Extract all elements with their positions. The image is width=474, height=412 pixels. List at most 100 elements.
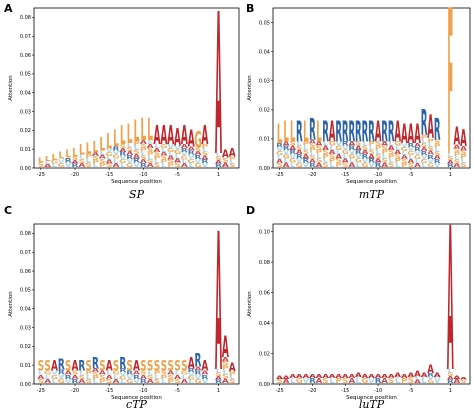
logo-letter: A xyxy=(229,360,236,375)
logo-letter-background: S xyxy=(79,158,85,165)
logo-letter-background: G xyxy=(194,162,201,169)
logo-letter: S xyxy=(161,358,167,375)
logo-letter-background: S xyxy=(460,162,466,169)
logo-letter: S xyxy=(38,358,44,375)
logo-letter-background: P xyxy=(434,142,440,149)
logo-letter-background: L xyxy=(461,157,467,164)
logo-letter: A xyxy=(322,373,329,380)
logo-letter: L xyxy=(58,152,64,162)
logo-letter: S xyxy=(140,358,146,375)
logo-letter-background: R xyxy=(65,374,72,381)
y-tick-label: 0.06 xyxy=(20,53,31,59)
logo-letter-background: L xyxy=(222,369,228,376)
logo-letter-background: V xyxy=(276,146,283,153)
logo-letter-background: A xyxy=(276,158,283,165)
logo-letter-background: V xyxy=(58,158,65,165)
logo-letter: A xyxy=(414,369,421,378)
logo-letter-background: A xyxy=(215,375,222,381)
logo-letter-background: A xyxy=(113,162,120,169)
logo-letter-background: A xyxy=(99,153,106,160)
logo-letter-background: L xyxy=(388,157,394,164)
logo-letter-background: L xyxy=(283,157,289,164)
logo-letter-background: S xyxy=(408,375,414,385)
y-tick-label: 0.03 xyxy=(259,79,270,85)
y-axis-label: Attention xyxy=(8,291,14,317)
logo-letter-background: S xyxy=(342,377,349,385)
logo-letter-background: A xyxy=(368,153,375,160)
logo-letter-background: S xyxy=(454,147,460,153)
logo-letter-background: G xyxy=(187,158,194,165)
logo-letter: R xyxy=(362,114,369,148)
logo-letter-background: L xyxy=(175,369,181,376)
logo-letter-background: V xyxy=(401,142,408,149)
x-tick-label: 1 xyxy=(449,388,452,394)
logo-letter-background: R xyxy=(195,154,202,161)
logo-letter-background: V xyxy=(362,157,369,164)
panel-label: C xyxy=(4,204,12,217)
panel-d: D 0.00 0.02 0.04 0.06 0.08 0.10 -25 -20 -15 -10 -5 1… xyxy=(246,187,471,412)
logo-letter-background: S xyxy=(106,378,112,385)
logo-letter-background: R xyxy=(296,153,303,160)
logo-letter-background: R xyxy=(181,147,188,153)
logo-letter-background: L xyxy=(188,378,194,384)
logo-letter-background: V xyxy=(174,144,181,151)
logo-letter-background: P xyxy=(99,378,106,385)
logo-letter-background: P xyxy=(401,377,408,385)
logo-letter-background: S xyxy=(161,369,167,376)
y-tick-label: 0.02 xyxy=(20,128,31,134)
logo-letter-background: P xyxy=(322,153,329,160)
logo-letter-background: R xyxy=(119,151,126,157)
logo-letter-background: P xyxy=(395,157,402,164)
logo-letter-background: S xyxy=(174,378,180,385)
logo-letter: R xyxy=(421,103,428,144)
logo-letter: A xyxy=(303,373,310,380)
logo-letter: A xyxy=(51,358,58,375)
logo-letter-background: R xyxy=(309,162,316,169)
x-tick-label: -5 xyxy=(408,172,413,178)
logo-letter-background: S xyxy=(382,144,388,151)
logo-letter-background: A xyxy=(92,367,99,373)
panel-c: C 0.00 0.01 0.02 0.03 0.04 0.05 0.06 0.07 0.08 -25… xyxy=(4,192,240,412)
logo-letter-background: A xyxy=(289,144,296,151)
logo-letter-background: V xyxy=(335,140,342,147)
x-tick-label: -5 xyxy=(408,388,413,394)
logo-letter-background: G xyxy=(427,379,434,384)
logo-letter-background: L xyxy=(310,150,316,157)
logo-letter: A xyxy=(460,376,468,381)
logo-letter-background: R xyxy=(201,374,208,381)
logo-letter-background: S xyxy=(85,378,91,385)
logo-letter: A xyxy=(342,373,349,380)
logo-letter: A xyxy=(133,358,140,375)
logo-letter: A xyxy=(188,355,196,374)
x-tick-label: -10 xyxy=(139,172,147,178)
logo-letter-background: R xyxy=(58,368,65,375)
y-tick-label: 0.02 xyxy=(259,108,270,114)
logo-letter: L xyxy=(127,119,133,150)
plot-frame xyxy=(272,223,471,385)
logo-letter-background: G xyxy=(335,144,342,151)
logo-letter-background: R xyxy=(303,157,310,164)
logo-letter-background: R xyxy=(355,149,362,156)
logo-letter: A xyxy=(454,123,461,151)
logo-letter-background: A xyxy=(37,374,44,381)
logo-letter-background: V xyxy=(302,377,309,385)
panel-a: A 0.00 0.01 0.02 0.03 0.04 0.05 0.06 0.07 0.08 -25… xyxy=(4,0,240,201)
logo-letter: L xyxy=(45,155,51,163)
y-tick-label: 0.08 xyxy=(259,260,270,266)
logo-letter-background: V xyxy=(355,153,362,160)
logo-letter-background: L xyxy=(127,142,133,149)
logo-letter-background: G xyxy=(187,375,194,381)
logo-letter: R xyxy=(381,114,388,148)
logo-letter: A xyxy=(368,373,375,380)
logo-letter-background: S xyxy=(147,147,153,153)
logo-letter-background: S xyxy=(92,371,98,377)
logo-letter: A xyxy=(434,371,441,379)
logo-letter-background: A xyxy=(381,377,388,385)
logo-letter-background: P xyxy=(368,140,375,147)
logo-letter: G xyxy=(194,126,201,152)
logo-letter-background: L xyxy=(395,161,401,168)
logo-letter-background: A xyxy=(72,374,79,381)
logo-letter-background: V xyxy=(133,162,140,169)
logo-letter-background: R xyxy=(309,377,316,385)
logo-letter-background: P xyxy=(329,157,336,164)
